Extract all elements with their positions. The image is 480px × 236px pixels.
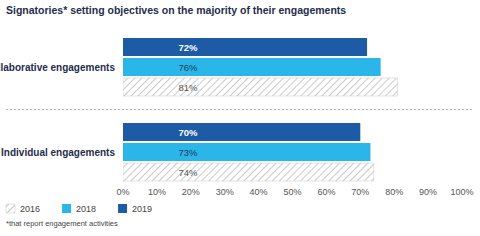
chart: Signatories* setting objectives on the m… <box>0 0 480 236</box>
footnote: *that report engagement activities <box>6 219 118 228</box>
tick-label: 0% <box>116 187 129 197</box>
category-label: Individual engagements <box>1 147 115 158</box>
tick-label: 90% <box>419 187 437 197</box>
bar <box>123 143 370 161</box>
data-label: 70% <box>178 127 198 138</box>
bar <box>123 123 360 141</box>
bars <box>123 38 398 181</box>
tick-label: 20% <box>182 187 200 197</box>
legend-swatch <box>6 204 15 213</box>
data-label: 76% <box>178 62 198 73</box>
data-label: 81% <box>178 82 198 93</box>
bar <box>123 163 374 181</box>
legend-swatch <box>118 204 127 213</box>
data-label: 72% <box>178 42 198 53</box>
bar <box>123 38 367 56</box>
bar <box>123 58 381 76</box>
legend-label: 2018 <box>76 204 96 214</box>
title: Signatories* setting objectives on the m… <box>6 4 346 16</box>
tick-label: 70% <box>351 187 369 197</box>
tick-label: 50% <box>283 187 301 197</box>
data-label: 74% <box>178 167 198 178</box>
data-labels: 81% 76% 72% 74% 73% 70% <box>178 42 198 178</box>
category-label: Collaborative engagements <box>0 62 115 73</box>
legend-label: 2016 <box>20 204 40 214</box>
tick-label: 80% <box>385 187 403 197</box>
tick-label: 30% <box>216 187 234 197</box>
legend-swatch <box>62 204 71 213</box>
legend-label: 2019 <box>132 204 152 214</box>
bar <box>123 78 398 96</box>
tick-label: 10% <box>148 187 166 197</box>
data-label: 73% <box>178 147 198 158</box>
tick-label: 60% <box>317 187 335 197</box>
tick-label: 100% <box>450 187 473 197</box>
tick-label: 40% <box>250 187 268 197</box>
group-separator <box>6 109 474 110</box>
